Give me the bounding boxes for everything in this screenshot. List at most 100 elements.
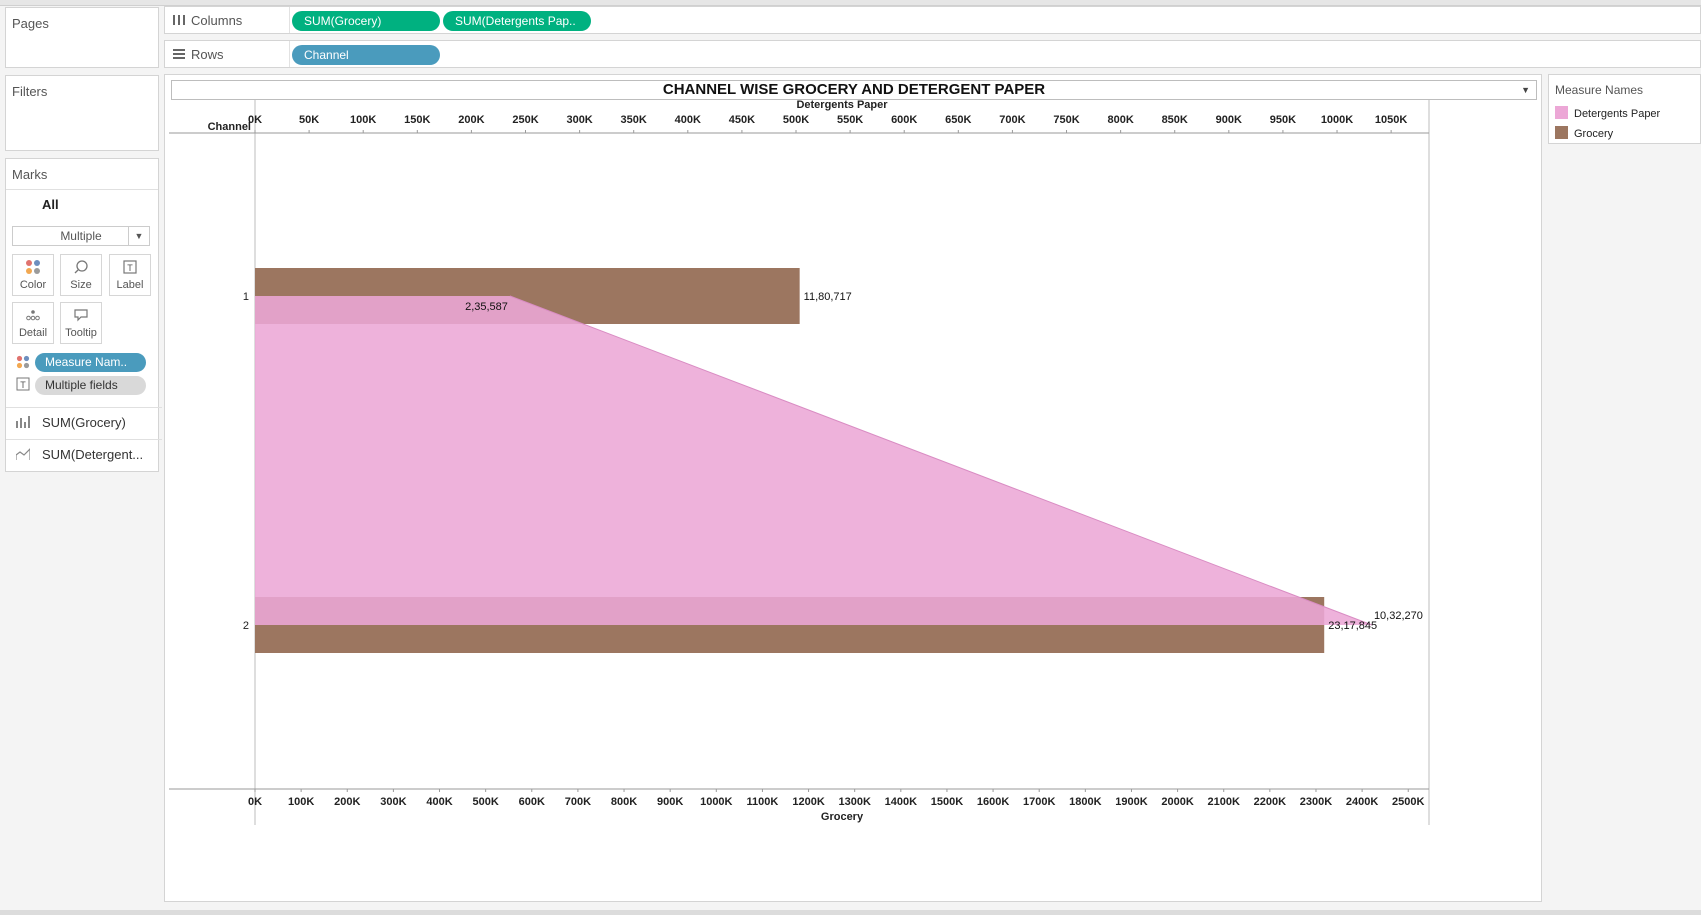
color-label: Color — [19, 279, 47, 291]
bottom-axis-tick-label: 1000K — [700, 796, 732, 808]
worksheet-title[interactable]: CHANNEL WISE GROCERY AND DETERGENT PAPER… — [171, 80, 1537, 100]
pages-panel[interactable]: Pages — [5, 7, 159, 68]
measure-card-grocery[interactable]: SUM(Grocery) — [6, 407, 162, 439]
shelf-separator — [289, 41, 290, 67]
bottom-axis-tick-label: 200K — [334, 796, 360, 808]
marks-divider — [6, 189, 158, 190]
row-category-label: 1 — [243, 291, 249, 303]
bottom-axis-tick-label: 1600K — [977, 796, 1009, 808]
size-label: Size — [70, 279, 92, 291]
bottom-axis-title: Grocery — [821, 811, 864, 823]
bottom-axis-tick-label: 2100K — [1208, 796, 1240, 808]
rows-label: Rows — [191, 47, 224, 62]
filters-title: Filters — [12, 84, 48, 99]
row-category-label: 2 — [243, 620, 249, 632]
columns-pill-detergents[interactable]: SUM(Detergents Pap.. — [443, 11, 591, 31]
detergents-paper-line — [509, 295, 1373, 626]
bottom-axis-tick-label: 2200K — [1254, 796, 1286, 808]
top-axis-title: Detergents Paper — [796, 100, 888, 111]
chevron-down-icon: ▼ — [128, 227, 149, 245]
sheet-tabs-strip — [0, 910, 1701, 915]
top-axis-tick-label: 200K — [458, 114, 484, 126]
legend-title: Measure Names — [1555, 83, 1644, 97]
top-axis-tick-label: 450K — [729, 114, 755, 126]
bottom-axis-tick-label: 1100K — [747, 796, 779, 808]
svg-text:T: T — [20, 380, 26, 390]
mark-type-value: Multiple — [60, 229, 102, 243]
legend-swatch — [1555, 126, 1568, 139]
top-axis-tick-label: 0K — [248, 114, 262, 126]
rows-shelf[interactable]: Rows Channel — [164, 40, 1701, 68]
legend-item-label: Detergents Paper — [1574, 108, 1661, 120]
chart[interactable]: Channel Detergents Paper 0K 50K 100K 150K 200K… — [165, 100, 1541, 900]
bottom-axis-tick-label: 2300K — [1300, 796, 1332, 808]
rows-pill-channel[interactable]: Channel — [292, 45, 440, 65]
columns-shelf[interactable]: Columns SUM(Grocery) SUM(Detergents Pap.… — [164, 6, 1701, 34]
detergents-value-label: 10,32,270 — [1374, 610, 1423, 622]
detail-button[interactable]: Detail — [12, 302, 54, 344]
bottom-axis-tick-label: 400K — [426, 796, 452, 808]
top-axis-tick-label: 300K — [566, 114, 592, 126]
top-axis-tick-label: 750K — [1053, 114, 1079, 126]
color-button[interactable]: Color — [12, 254, 54, 296]
measure-card-grocery-label: SUM(Grocery) — [42, 415, 126, 430]
color-encoding-icon — [16, 355, 30, 374]
label-label: Label — [116, 279, 144, 291]
size-button[interactable]: Size — [60, 254, 102, 296]
columns-pill-grocery[interactable]: SUM(Grocery) — [292, 11, 440, 31]
top-axis-tick-label: 900K — [1216, 114, 1242, 126]
area-chart-icon — [15, 447, 31, 463]
top-axis-tick-label: 150K — [404, 114, 430, 126]
bottom-axis-tick-label: 800K — [611, 796, 637, 808]
bottom-axis-tick-label: 100K — [288, 796, 314, 808]
color-legend: Measure Names Detergents Paper Grocery — [1548, 74, 1701, 144]
top-axis-tick-label: 100K — [350, 114, 376, 126]
svg-text:T: T — [127, 263, 133, 273]
bottom-axis-tick-label: 700K — [565, 796, 591, 808]
marks-all-tab[interactable]: All — [42, 197, 59, 212]
top-axis-tick-label: 1050K — [1375, 114, 1407, 126]
tooltip-label: Tooltip — [65, 327, 97, 339]
bar-chart-icon — [16, 416, 30, 431]
top-axis-tick-label: 1000K — [1321, 114, 1353, 126]
top-tab-strip — [0, 0, 1701, 6]
multiple-fields-pill[interactable]: Multiple fields — [35, 376, 146, 395]
bottom-axis-tick-label: 0K — [248, 796, 262, 808]
tooltip-icon — [61, 307, 101, 327]
label-icon: T — [110, 259, 150, 279]
marks-panel: Marks All Multiple ▼ Color Size T Label … — [5, 158, 162, 472]
tooltip-button[interactable]: Tooltip — [60, 302, 102, 344]
bottom-axis-tick-label: 1200K — [792, 796, 824, 808]
columns-icon — [172, 13, 186, 27]
legend-item-grocery[interactable]: Grocery — [1555, 126, 1613, 140]
legend-item-detergents[interactable]: Detergents Paper — [1555, 106, 1660, 120]
shelf-separator — [289, 7, 290, 33]
bottom-axis-tick-label: 1700K — [1023, 796, 1055, 808]
grocery-value-label: 11,80,717 — [804, 291, 852, 303]
measure-card-detergents[interactable]: SUM(Detergent... — [6, 439, 162, 471]
measure-names-pill[interactable]: Measure Nam.. — [35, 353, 146, 372]
label-button[interactable]: T Label — [109, 254, 151, 296]
marks-title: Marks — [12, 167, 48, 182]
top-axis-tick-label: 850K — [1162, 114, 1188, 126]
bottom-axis-tick-label: 600K — [519, 796, 545, 808]
legend-swatch — [1555, 106, 1568, 119]
filters-panel[interactable]: Filters — [5, 75, 159, 151]
grocery-value-label: 23,17,845 — [1328, 620, 1377, 632]
top-axis-tick-label: 650K — [945, 114, 971, 126]
bottom-axis-tick-label: 500K — [472, 796, 498, 808]
row-header-channel: Channel — [208, 121, 251, 133]
size-icon — [61, 259, 101, 279]
bottom-axis-tick-label: 2500K — [1392, 796, 1424, 808]
mark-type-dropdown[interactable]: Multiple ▼ — [12, 226, 150, 246]
detail-icon — [13, 307, 53, 327]
bottom-axis-tick-label: 2000K — [1161, 796, 1193, 808]
chevron-down-icon[interactable]: ▼ — [1521, 85, 1530, 95]
detail-label: Detail — [18, 327, 48, 339]
top-axis-tick-label: 50K — [299, 114, 319, 126]
top-axis-tick-label: 800K — [1107, 114, 1133, 126]
bottom-axis-tick-label: 1400K — [885, 796, 917, 808]
color-icon — [13, 259, 53, 279]
bottom-axis-tick-label: 2400K — [1346, 796, 1378, 808]
view-area: CHANNEL WISE GROCERY AND DETERGENT PAPER… — [164, 74, 1542, 902]
